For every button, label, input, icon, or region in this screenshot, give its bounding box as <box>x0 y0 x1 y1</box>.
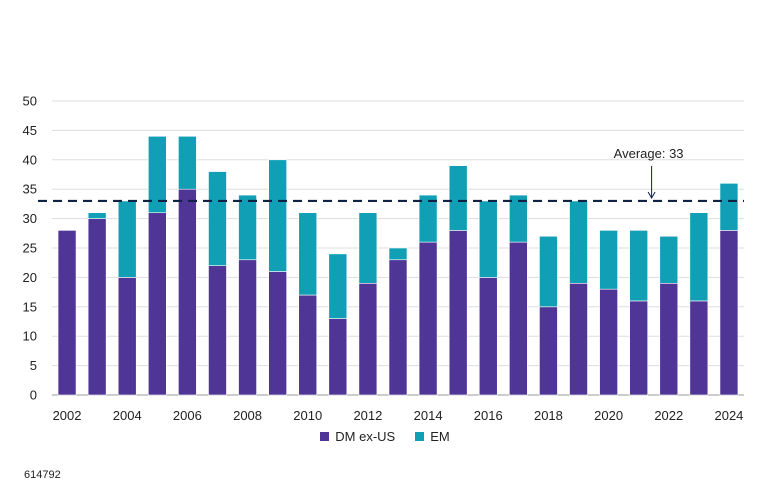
bar-em-2008 <box>238 194 257 261</box>
bar-dm-ex-us-2018 <box>539 306 558 396</box>
bar-dm-ex-us-2002 <box>57 230 77 396</box>
legend-item-dm-ex-us: DM ex-US <box>320 429 395 444</box>
bar-dm-ex-us-2009 <box>268 271 287 396</box>
chart-id-footnote: 614792 <box>24 469 61 481</box>
bar-em-2019 <box>569 200 588 284</box>
bar-dm-ex-us-2011 <box>328 318 348 396</box>
bar-em-2003 <box>87 212 107 219</box>
bar-em-2014 <box>418 194 438 243</box>
legend-swatch-dm-ex-us <box>320 432 330 441</box>
x-tick-label: 2002 <box>53 408 82 423</box>
bar-em-2016 <box>478 200 498 278</box>
legend-label-em: EM <box>430 429 450 444</box>
bar-dm-ex-us-2014 <box>418 241 438 396</box>
bar-em-2011 <box>328 253 348 319</box>
x-tick-label: 2012 <box>353 408 382 423</box>
x-tick-label: 2018 <box>534 408 563 423</box>
y-axis-tick-labels: 0 5 10 15 20 25 30 35 40 45 50 <box>23 94 37 403</box>
bar-em-2013 <box>388 247 408 261</box>
bar-em-2020 <box>599 230 618 290</box>
bars <box>57 135 739 396</box>
bar-dm-ex-us-2023 <box>689 300 709 396</box>
bar-dm-ex-us-2017 <box>509 241 528 396</box>
bar-em-2015 <box>448 165 468 231</box>
average-arrowhead <box>647 191 656 199</box>
bar-dm-ex-us-2020 <box>599 288 618 396</box>
bar-em-2022 <box>659 235 679 284</box>
bar-em-2012 <box>358 212 378 284</box>
y-tick-label: 20 <box>23 270 37 285</box>
legend: DM ex-US EM <box>0 429 770 444</box>
bar-em-2017 <box>509 194 528 243</box>
bar-em-2004 <box>117 200 137 278</box>
y-tick-label: 15 <box>23 299 37 314</box>
bar-em-2023 <box>689 212 709 302</box>
bar-em-2021 <box>629 230 648 302</box>
legend-item-em: EM <box>415 429 450 444</box>
x-tick-label: 2010 <box>293 408 322 423</box>
bar-dm-ex-us-2010 <box>298 294 318 396</box>
x-tick-label: 2008 <box>233 408 262 423</box>
x-tick-label: 2024 <box>714 408 743 423</box>
bar-dm-ex-us-2005 <box>148 212 167 396</box>
legend-swatch-em <box>415 432 425 441</box>
bar-dm-ex-us-2021 <box>629 300 648 396</box>
bar-em-2024 <box>719 183 739 231</box>
bar-dm-ex-us-2004 <box>117 277 137 396</box>
bar-dm-ex-us-2006 <box>178 188 197 396</box>
bar-dm-ex-us-2022 <box>659 282 679 396</box>
y-tick-label: 40 <box>23 152 37 167</box>
average-line-group: Average: 33 <box>38 146 744 203</box>
x-tick-label: 2022 <box>654 408 683 423</box>
y-tick-label: 10 <box>23 329 37 344</box>
x-axis-tick-labels: 2002 2004 2006 2008 2010 2012 2014 2016 2018 2020… <box>53 408 744 423</box>
x-tick-label: 2020 <box>594 408 623 423</box>
y-tick-label: 50 <box>23 94 37 109</box>
bar-dm-ex-us-2012 <box>358 282 378 396</box>
average-label: Average: 33 <box>614 146 684 161</box>
bar-dm-ex-us-2007 <box>208 265 227 396</box>
y-tick-label: 25 <box>23 241 37 256</box>
bar-em-2010 <box>298 212 318 296</box>
bar-em-2006 <box>178 135 197 190</box>
x-tick-label: 2004 <box>113 408 142 423</box>
y-tick-label: 0 <box>30 388 37 403</box>
bar-dm-ex-us-2016 <box>478 277 498 396</box>
bar-dm-ex-us-2024 <box>719 230 739 396</box>
y-tick-label: 5 <box>30 358 37 373</box>
bar-dm-ex-us-2003 <box>87 218 107 396</box>
y-tick-label: 45 <box>23 123 37 138</box>
bar-dm-ex-us-2015 <box>448 230 468 396</box>
bar-em-2018 <box>539 235 558 308</box>
y-tick-label: 35 <box>23 182 37 197</box>
bar-dm-ex-us-2019 <box>569 282 588 396</box>
legend-label-dm-ex-us: DM ex-US <box>335 429 396 444</box>
bar-em-2009 <box>268 159 287 272</box>
bar-dm-ex-us-2008 <box>238 259 257 396</box>
y-tick-label: 30 <box>23 211 37 226</box>
x-tick-label: 2006 <box>173 408 202 423</box>
chart: 0 5 10 15 20 25 30 35 40 45 50 2002 2004 2006 2008 201… <box>23 94 744 423</box>
bar-dm-ex-us-2013 <box>388 259 408 396</box>
bar-em-2007 <box>208 171 227 266</box>
bar-em-2005 <box>148 135 167 214</box>
x-tick-label: 2014 <box>414 408 443 423</box>
x-tick-label: 2016 <box>474 408 503 423</box>
